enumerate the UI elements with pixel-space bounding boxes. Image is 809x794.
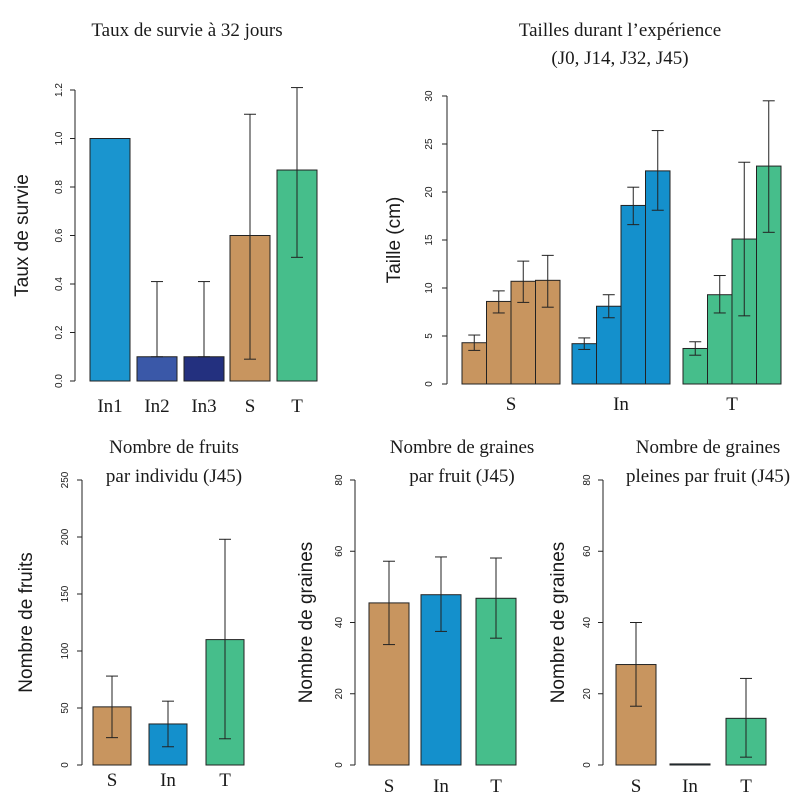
x-category-label: In2 — [144, 396, 169, 417]
x-category-label: S — [384, 776, 395, 794]
y-tick-label: 0.2 — [54, 325, 65, 339]
x-category-label: In — [433, 776, 449, 794]
y-tick-label: 5 — [424, 333, 435, 339]
x-category-label: S — [245, 396, 256, 417]
chart-title: par fruit (J45) — [409, 466, 515, 487]
x-category-label: In1 — [97, 396, 122, 417]
y-tick-label: 80 — [334, 474, 345, 486]
x-category-label: T — [740, 776, 752, 794]
bar-In1 — [89, 138, 131, 382]
x-category-label: T — [219, 770, 231, 791]
y-tick-label: 20 — [334, 688, 345, 700]
x-category-label: In — [613, 394, 629, 415]
bar-In3 — [183, 356, 225, 382]
y-tick-label: 150 — [60, 585, 71, 602]
y-tick-label: 0 — [60, 762, 71, 768]
chart-graines: Nombre de graines par fruit (J45) 0 20 40 60 8… — [296, 437, 534, 794]
x-category-label: S — [107, 770, 118, 791]
x-category-label: S — [506, 394, 517, 415]
chart-title: par individu (J45) — [106, 466, 242, 487]
chart-survie: Taux de survie à 32 jours 0.0 0.2 0.4 0.6 0.8… — [12, 20, 318, 417]
y-tick-label: 60 — [582, 545, 593, 557]
y-tick-label: 20 — [582, 688, 593, 700]
y-axis-label: Nombre de fruits — [16, 552, 37, 692]
chart-title: Nombre de graines — [636, 437, 781, 458]
chart-title: (J0, J14, J32, J45) — [551, 48, 688, 69]
y-tick-label: 20 — [424, 186, 435, 198]
y-axis-label: Nombre de graines — [548, 542, 569, 704]
chart-fruits: Nombre de fruits par individu (J45) 0 50 100… — [16, 437, 245, 791]
bar-In — [669, 763, 711, 766]
y-tick-label: 0 — [424, 381, 435, 387]
x-category-label: In — [682, 776, 698, 794]
y-tick-label: 60 — [334, 545, 345, 557]
chart-title: Tailles durant l’expérience — [519, 20, 721, 41]
y-axis-label: Taux de survie — [12, 174, 33, 297]
x-category-label: In3 — [191, 396, 216, 417]
y-tick-label: 40 — [334, 617, 345, 629]
y-tick-label: 0.8 — [54, 180, 65, 194]
y-axis-label: Taille (cm) — [384, 197, 405, 284]
x-category-label: T — [490, 776, 502, 794]
y-tick-label: 25 — [424, 138, 435, 150]
chart-graines_pleines: Nombre de graines pleines par fruit (J45)… — [548, 437, 790, 794]
y-tick-label: 100 — [60, 642, 71, 659]
x-category-label: In — [160, 770, 176, 791]
y-tick-label: 40 — [582, 617, 593, 629]
chart-title: Taux de survie à 32 jours — [91, 20, 282, 41]
bar-S-1 — [486, 300, 512, 385]
y-tick-label: 0.0 — [54, 374, 65, 388]
bar-In-2 — [620, 204, 646, 385]
bar-In2 — [136, 356, 178, 382]
x-category-label: S — [631, 776, 642, 794]
y-tick-label: 250 — [60, 471, 71, 488]
chart-title: Nombre de fruits — [109, 437, 239, 458]
y-tick-label: 15 — [424, 234, 435, 246]
y-tick-label: 0 — [582, 762, 593, 768]
y-tick-label: 50 — [60, 702, 71, 714]
x-category-label: T — [726, 394, 738, 415]
bar-In-0 — [571, 343, 597, 385]
y-tick-label: 200 — [60, 528, 71, 545]
y-tick-label: 0 — [334, 762, 345, 768]
y-tick-label: 0.6 — [54, 228, 65, 242]
y-tick-label: 10 — [424, 282, 435, 294]
y-tick-label: 30 — [424, 90, 435, 102]
y-tick-label: 80 — [582, 474, 593, 486]
chart-tailles: Tailles durant l’expérience (J0, J14, J32… — [384, 20, 782, 415]
chart-title: Nombre de graines — [390, 437, 535, 458]
y-tick-label: 1.2 — [54, 83, 65, 97]
chart-title: pleines par fruit (J45) — [626, 466, 790, 487]
y-axis-label: Nombre de graines — [296, 542, 317, 704]
y-tick-label: 0.4 — [54, 277, 65, 291]
x-category-label: T — [291, 396, 303, 417]
y-tick-label: 1.0 — [54, 131, 65, 145]
